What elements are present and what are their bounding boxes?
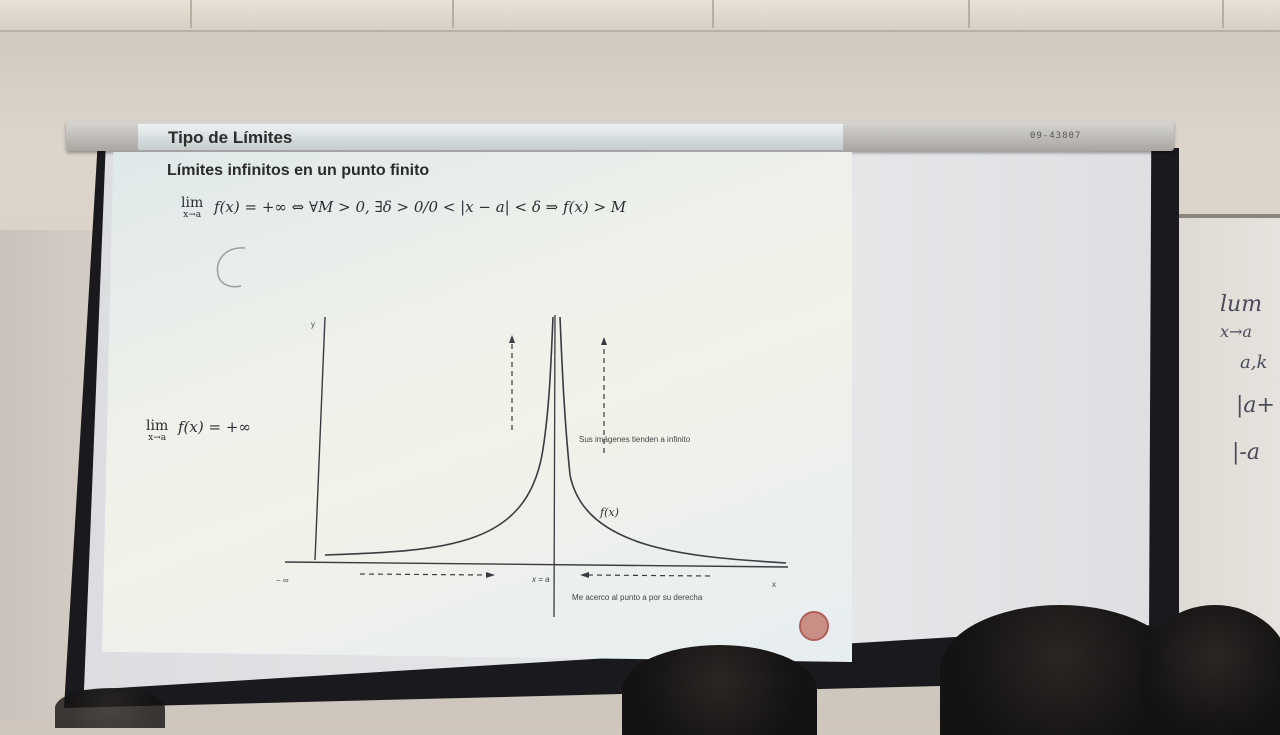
whiteboard-line: |a+ — [1236, 393, 1275, 418]
definition-limit-operator: lim x→a — [181, 196, 203, 220]
ceiling-tile-seam — [452, 0, 454, 28]
ceiling-tile-seam — [712, 0, 714, 28]
projected-slide — [102, 152, 852, 662]
curve-right-branch — [559, 316, 787, 564]
ceiling-tile-seam — [1222, 0, 1224, 28]
x-equals-a-label: x = a — [532, 575, 550, 584]
lim-subscript: x→a — [183, 210, 202, 220]
approach-arrow-right — [587, 574, 711, 577]
slide-subtitle: Límites infinitos en un punto finito — [167, 162, 430, 179]
curve-left-branch — [324, 316, 554, 556]
asymptote-graph — [284, 314, 789, 618]
ceiling — [0, 0, 1280, 32]
annotation-images-tend-infinity: Sus imágenes tienden a infinito — [579, 435, 691, 444]
ceiling-tile-seam — [968, 0, 970, 28]
slide-title: Tipo de Límites — [168, 128, 293, 147]
audience-head — [622, 645, 817, 735]
whiteboard-line: a,k — [1240, 352, 1268, 373]
approach-arrowhead — [580, 572, 589, 578]
audience-head — [55, 688, 165, 728]
side-limit-operator: lim x→a — [146, 419, 168, 443]
approach-arrowhead — [486, 572, 495, 578]
ceiling-tile-seam — [190, 0, 192, 28]
whiteboard-line: |-a — [1232, 440, 1260, 465]
x-axis — [284, 561, 789, 568]
lim-subscript: x→a — [148, 433, 167, 443]
y-axis-label: y — [311, 320, 315, 329]
y-axis — [314, 316, 326, 561]
whiteboard-line: lum — [1220, 292, 1263, 317]
lim-word: lim — [181, 195, 204, 211]
function-label: f(x) — [600, 506, 619, 519]
lim-word: lim — [146, 418, 169, 434]
up-arrowhead — [601, 337, 607, 345]
up-arrowhead — [509, 335, 515, 343]
record-button[interactable] — [799, 611, 829, 641]
approach-arrow-left — [359, 573, 489, 576]
vertical-asymptote — [553, 314, 556, 618]
pen-mark — [216, 247, 246, 288]
definition-formula: f(x) = +∞ ⇔ ∀M > 0, ∃δ > 0/0 < |x − a| <… — [214, 198, 627, 216]
audience-head — [1140, 605, 1280, 735]
screen-serial: 09-43807 — [1030, 131, 1082, 141]
annotation-approach-right: Me acerco al punto a por su derecha — [572, 593, 703, 602]
x-left-label: − ∞ — [276, 576, 289, 585]
whiteboard-line: x→a — [1220, 322, 1252, 341]
side-limit-formula: f(x) = +∞ — [178, 418, 251, 436]
slide-title-bar — [138, 124, 843, 150]
x-axis-label: x — [772, 580, 776, 589]
